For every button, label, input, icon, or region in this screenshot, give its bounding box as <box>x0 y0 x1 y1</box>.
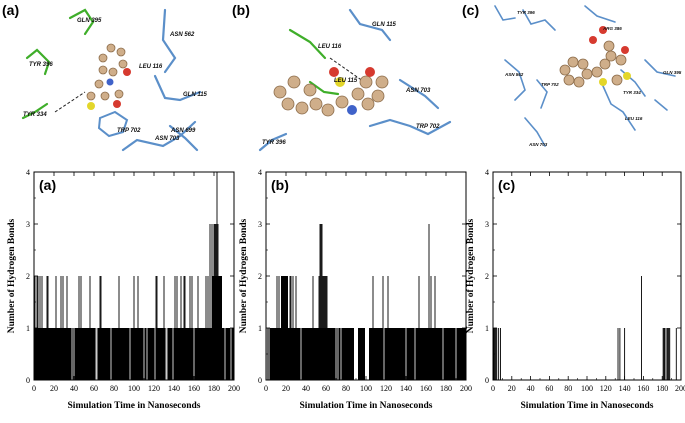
x-tick-label: 200 <box>460 384 472 393</box>
residue-label: LEU 116 <box>139 64 163 70</box>
molecular-structure-b: GLN 115 LEU 116 LEU 115 ASN 703 TRP 702 … <box>258 8 452 152</box>
x-tick-label: 60 <box>322 384 330 393</box>
plot-frame <box>492 171 682 381</box>
bar-segment <box>34 328 212 380</box>
panel-inset-label: (a) <box>39 177 56 193</box>
y-tick-label: 0 <box>258 376 262 385</box>
x-tick-label: 20 <box>508 384 516 393</box>
bar-segment <box>358 328 365 380</box>
chart-a: 0 20 40 60 80 100 120 140 160 180 200 0 1 2 3 4 Simulati… <box>0 160 240 423</box>
residue-label: GLN 115 <box>372 22 397 28</box>
residue-label: ASN 699 <box>170 128 196 134</box>
y-tick-label: 3 <box>258 220 262 229</box>
x-tick-label: 120 <box>600 384 612 393</box>
y-axis-title: Number of Hydrogen Bonds <box>7 218 17 333</box>
x-tick-label: 20 <box>50 384 58 393</box>
residue-label: LEU 116 <box>625 116 643 121</box>
x-tick-label: 180 <box>440 384 452 393</box>
y-tick-label: 3 <box>485 220 489 229</box>
y-tick-label: 1 <box>26 324 30 333</box>
residue-label: GLN 395 <box>77 18 102 24</box>
x-tick-label: 0 <box>264 384 268 393</box>
x-tick-label: 80 <box>342 384 350 393</box>
y-axis-title: Number of Hydrogen Bonds <box>466 218 476 333</box>
x-tick-label: 20 <box>282 384 290 393</box>
residue-label: ASN 703 <box>528 142 548 147</box>
residue-label: LEU 116 <box>318 44 342 50</box>
panel-inset-label: (b) <box>271 177 289 193</box>
panel-letter-b: (b) <box>232 2 250 18</box>
residue-label: TYR 334 <box>23 112 47 118</box>
y-tick-label: 4 <box>26 168 30 177</box>
residue-label: TRP 702 <box>541 82 559 87</box>
x-tick-label: 100 <box>581 384 593 393</box>
residue-label: TYR 396 <box>29 62 53 68</box>
molecular-structure-a: GLN 395 TYR 396 ASN 562 LEU 116 GLN 115 … <box>21 8 208 152</box>
y-axis-title: Number of Hydrogen Bonds <box>239 218 249 333</box>
residue-label: ARG 386 <box>602 26 622 31</box>
y-tick-label: 4 <box>258 168 262 177</box>
residue-label: GLN 115 <box>183 92 208 98</box>
y-tick-label: 3 <box>26 220 30 229</box>
y-tick-label: 2 <box>485 272 489 281</box>
residue-label: LEU 115 <box>334 78 358 84</box>
y-tick-label: 0 <box>26 376 30 385</box>
residue-label: ASN 703 <box>405 88 431 94</box>
y-tick-label: 4 <box>485 168 489 177</box>
chart-svg: 0 20 40 60 80 100 120 140 160 180 200 0 1 2 3 4 Simulati… <box>7 168 240 411</box>
x-tick-label: 160 <box>188 384 200 393</box>
x-tick-label: 100 <box>360 384 372 393</box>
x-tick-label: 140 <box>400 384 412 393</box>
x-tick-label: 200 <box>675 384 685 393</box>
residue-label: TYR 396 <box>517 10 535 15</box>
chart-svg: 0 20 40 60 80 100 120 140 160 180 200 0 1 2 3 4 Simulati… <box>239 168 472 411</box>
residue-label: TYR 396 <box>262 140 286 146</box>
chart-b: 0 20 40 60 80 100 120 140 160 180 200 0 1 2 3 4 Simulati… <box>228 160 472 423</box>
x-tick-label: 40 <box>70 384 78 393</box>
x-tick-label: 140 <box>619 384 631 393</box>
molecular-structure-c: TYR 396 ARG 386 ASN 562 TRP 702 TYR 334 … <box>494 5 682 147</box>
x-axis-title: Simulation Time in Nanoseconds <box>300 401 433 411</box>
residue-label: TRP 702 <box>117 128 141 134</box>
y-tick-label: 2 <box>258 272 262 281</box>
x-tick-label: 120 <box>148 384 160 393</box>
x-tick-label: 60 <box>90 384 98 393</box>
bar-segment <box>266 328 354 380</box>
panel-letter-c: (c) <box>462 2 480 18</box>
x-tick-label: 160 <box>420 384 432 393</box>
x-tick-label: 0 <box>491 384 495 393</box>
x-tick-label: 0 <box>32 384 36 393</box>
x-tick-label: 200 <box>228 384 240 393</box>
panel-inset-label: (c) <box>498 177 515 193</box>
x-tick-label: 100 <box>128 384 140 393</box>
x-tick-label: 120 <box>380 384 392 393</box>
x-tick-label: 80 <box>110 384 118 393</box>
x-axis-title: Simulation Time in Nanoseconds <box>68 401 201 411</box>
x-tick-label: 40 <box>302 384 310 393</box>
residue-label: GLN 395 <box>663 70 682 75</box>
x-tick-label: 140 <box>168 384 180 393</box>
x-tick-label: 60 <box>545 384 553 393</box>
x-tick-label: 180 <box>656 384 668 393</box>
chart-c: 0 20 40 60 80 100 120 140 160 180 200 0 1 2 3 4 Simulati… <box>456 160 685 423</box>
x-tick-label: 80 <box>564 384 572 393</box>
x-tick-label: 40 <box>527 384 535 393</box>
panel-letter-a: (a) <box>2 2 20 18</box>
x-axis-title: Simulation Time in Nanoseconds <box>521 401 654 411</box>
y-tick-label: 1 <box>485 324 489 333</box>
y-tick-label: 2 <box>26 272 30 281</box>
residue-label: ASN 562 <box>504 72 524 77</box>
residue-label: TYR 334 <box>623 90 641 95</box>
chart-svg: 0 20 40 60 80 100 120 140 160 180 200 0 1 2 3 4 Simulati… <box>466 168 685 411</box>
residue-label: TRP 702 <box>416 124 440 130</box>
y-tick-label: 1 <box>258 324 262 333</box>
bar-segment <box>369 328 466 380</box>
x-tick-label: 180 <box>208 384 220 393</box>
residue-label: ASN 703 <box>154 136 180 142</box>
residue-label: ASN 562 <box>169 32 195 38</box>
y-tick-label: 0 <box>485 376 489 385</box>
x-tick-label: 160 <box>637 384 649 393</box>
bar-segment <box>281 276 288 380</box>
